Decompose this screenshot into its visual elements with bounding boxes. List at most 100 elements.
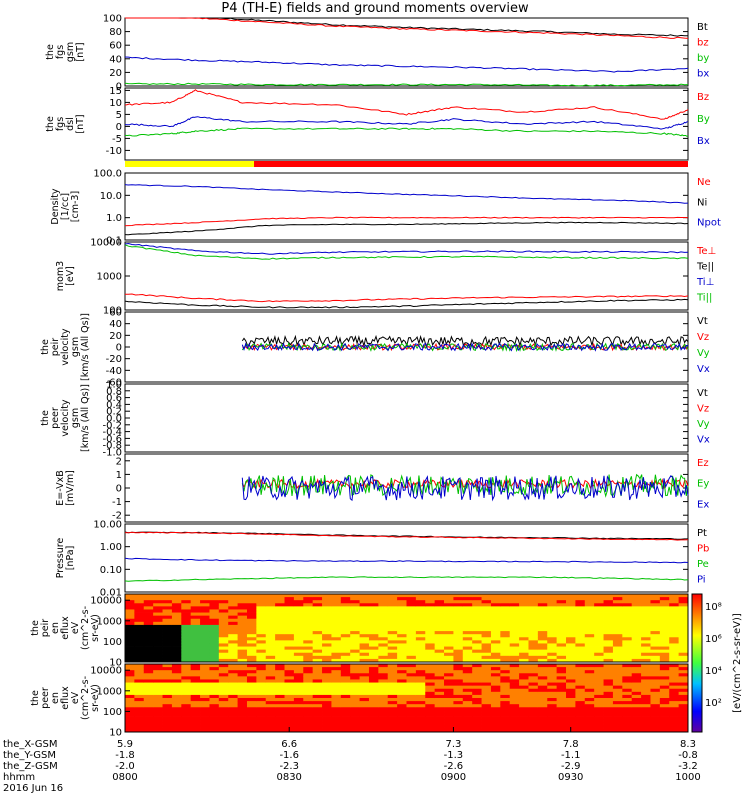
peer-spec-cell — [444, 679, 454, 683]
peer-spec-cell — [537, 670, 548, 674]
peir-spec-cell — [397, 597, 407, 601]
peir-spec-cell — [378, 594, 389, 598]
peir-spec-cell — [453, 658, 464, 663]
peer-spec-cell — [641, 685, 651, 690]
peir-spec-cell — [171, 658, 182, 663]
peer-spec-cell — [678, 701, 689, 705]
peir-spec-cell — [659, 631, 670, 635]
peer-spec-cell — [143, 691, 154, 696]
peer-spec-cell — [462, 713, 473, 717]
peir-spec-cell — [406, 612, 417, 617]
peer-spec-cell — [312, 701, 323, 705]
peer-spec-cell — [265, 670, 276, 674]
peer-spec-cell — [622, 728, 633, 733]
fgs-dsl-ylabel-3: [nT] — [75, 114, 86, 133]
peer-spec-cell — [509, 704, 520, 708]
peir-spec-cell — [509, 634, 520, 638]
temperature-ylabel-1: [eV] — [65, 266, 76, 286]
peir-spec-cell — [641, 637, 651, 641]
peer-spec-cell — [415, 704, 426, 708]
peer-spec-cell — [462, 691, 473, 696]
peir-spec-cell — [312, 643, 323, 647]
peer-spec-cell — [500, 688, 511, 693]
peir-spec-cell — [218, 637, 229, 641]
peir-spec-cell — [434, 618, 445, 623]
peir-spec-cell — [612, 609, 623, 613]
peir-spec-cell — [509, 640, 520, 644]
peer-spec-cell — [528, 664, 539, 668]
peir-spec-cell — [284, 637, 295, 641]
peir-spec-cell — [265, 652, 276, 657]
temperature-legend-1: Te|| — [696, 262, 714, 273]
peer-spec-cell — [500, 710, 511, 714]
peer-spec-cell — [143, 713, 154, 717]
peir-spec-cell — [575, 649, 586, 654]
peer-spec-cell — [397, 698, 407, 702]
date-label: 2016 Jun 16 — [3, 783, 63, 794]
peir-spec-cell — [472, 603, 482, 607]
peer-spec-cell — [190, 710, 201, 714]
peir-spec-cell — [181, 643, 192, 647]
peer-spec-cell — [537, 728, 548, 733]
peir-spec-cell — [622, 652, 633, 657]
peer-spec-cell — [612, 685, 623, 690]
peir-spec-cell — [171, 649, 182, 654]
peir-spec-cell — [256, 597, 267, 601]
peir-spec-cell — [528, 606, 539, 610]
peir-spec-cell — [472, 631, 482, 635]
peer-spec-cell — [415, 710, 426, 714]
peer-spec-cell — [256, 694, 267, 699]
peir-spec-cell — [622, 609, 633, 613]
peir-spec-cell — [171, 594, 182, 598]
peer-spec-cell — [594, 716, 604, 721]
peir-spec-cell — [453, 600, 464, 604]
peir-spec-cell — [143, 637, 154, 641]
peer-spec-cell — [331, 688, 342, 693]
peer-spec-cell — [190, 688, 201, 693]
peer-spec-cell — [265, 664, 276, 668]
peir-spec-cell — [650, 600, 661, 604]
peir-spec-cell — [659, 615, 670, 620]
peer-spec-cell — [256, 698, 267, 702]
peir-spec-cell — [350, 640, 360, 644]
peir-spec-cell — [622, 615, 633, 620]
peer-spec-cell — [237, 691, 248, 696]
peir-spec-cell — [153, 594, 163, 598]
peir-spec-cell — [218, 652, 229, 657]
peir-spec-cell — [359, 640, 370, 644]
peer-spec-cell — [669, 694, 680, 699]
peir-spec-cell — [228, 594, 238, 598]
peir-spec-cell — [444, 606, 454, 610]
peer-spec-cell — [171, 701, 182, 705]
peer-spec-cell — [275, 685, 285, 690]
peir-spec-cell — [500, 649, 511, 654]
peir-spec-cell — [340, 597, 351, 601]
peir-spec-cell — [650, 631, 661, 635]
peir-spec-cell — [200, 606, 210, 610]
peer-spec-cell — [209, 719, 220, 724]
peir-velocity-legend-1: Vz — [697, 332, 709, 343]
peir-spec-cell — [209, 621, 220, 626]
peer-spec-cell — [472, 713, 482, 717]
peer-spec-cell — [228, 704, 238, 708]
peir-spec-cell — [537, 658, 548, 663]
peer-spec-cell — [481, 694, 492, 699]
peer-spec-cell — [387, 691, 398, 696]
peir-spec-cell — [190, 652, 201, 657]
peer-spec-cell — [631, 704, 642, 708]
peir-spec-cell — [162, 615, 173, 620]
peir-spec-cell — [237, 655, 248, 660]
peir-spec-cell — [134, 609, 145, 613]
peir-spec-cell — [359, 612, 370, 617]
peir-spec-cell — [181, 606, 192, 610]
peir-spec-cell — [528, 643, 539, 647]
peer-spec-cell — [387, 679, 398, 683]
peer-spec-cell — [209, 713, 220, 717]
peer-spec-cell — [415, 728, 426, 733]
peir-spec-cell — [322, 618, 332, 623]
peir-spec-cell — [584, 634, 595, 638]
peir-spec-cell — [162, 597, 173, 601]
peir-spec-cell — [322, 603, 332, 607]
peer-spec-cell — [218, 679, 229, 683]
peer-spec-cell — [209, 667, 220, 671]
